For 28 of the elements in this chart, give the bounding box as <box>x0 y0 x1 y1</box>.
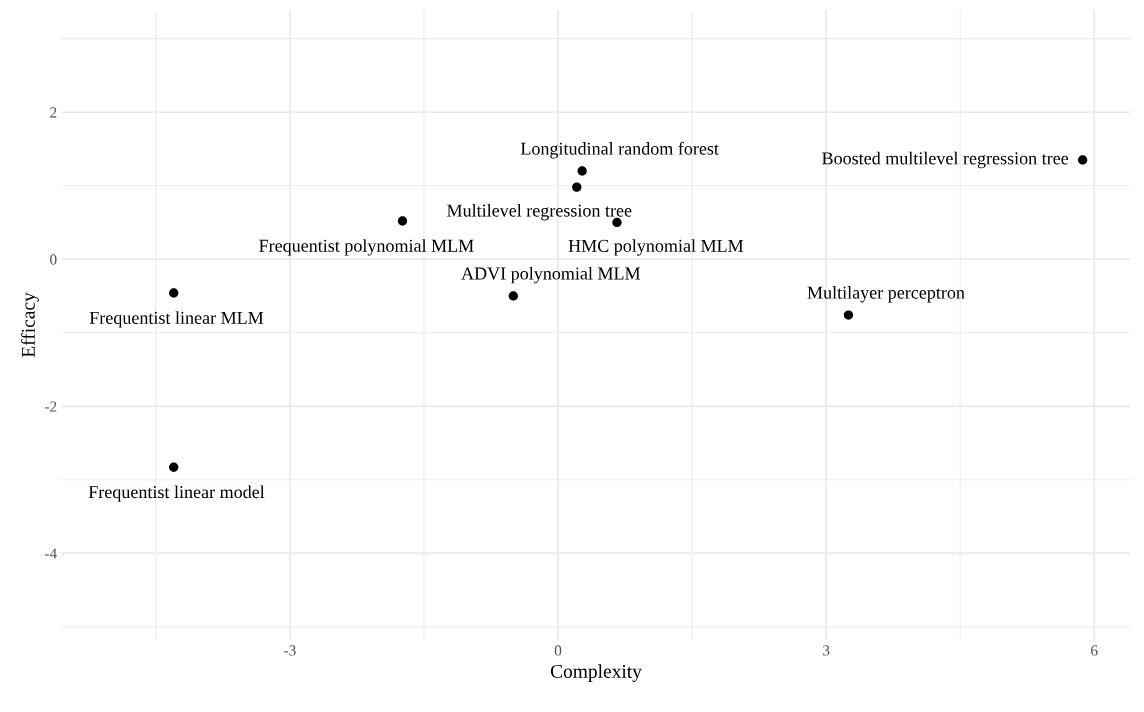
x-tick-label: 6 <box>1091 645 1098 656</box>
point <box>612 217 622 228</box>
point <box>1077 155 1088 165</box>
point <box>508 291 518 301</box>
y-tick-label: -2 <box>44 401 57 412</box>
y-tick-label: -4 <box>44 548 57 559</box>
point <box>572 182 582 192</box>
annotation: Multilevel regression tree <box>447 203 632 221</box>
annotation: Frequentist linear MLM <box>89 311 264 328</box>
annotation: Frequentist polynomial MLM <box>259 239 474 256</box>
x-tick-label: 3 <box>823 645 830 656</box>
x-tick-label: 0 <box>554 645 562 656</box>
annotation: Longitudinal random forest <box>520 141 719 159</box>
y-tick-label: 2 <box>50 107 57 118</box>
x-axis-title: Complexity <box>550 664 642 682</box>
y-axis-title: Efficacy <box>20 292 39 358</box>
annotation: Multilayer perceptron <box>807 286 965 303</box>
annotation: ADVI polynomial MLM <box>461 266 641 284</box>
y-tick-label: 0 <box>50 254 57 265</box>
point <box>169 462 179 472</box>
point <box>843 310 854 320</box>
point <box>169 288 179 298</box>
annotation: Boosted multilevel regression tree <box>822 151 1069 169</box>
x-tick-label: -3 <box>284 645 296 656</box>
annotation: Frequentist linear model <box>88 485 265 502</box>
point <box>397 216 408 226</box>
point <box>577 166 587 176</box>
annotation: HMC polynomial MLM <box>568 239 744 256</box>
